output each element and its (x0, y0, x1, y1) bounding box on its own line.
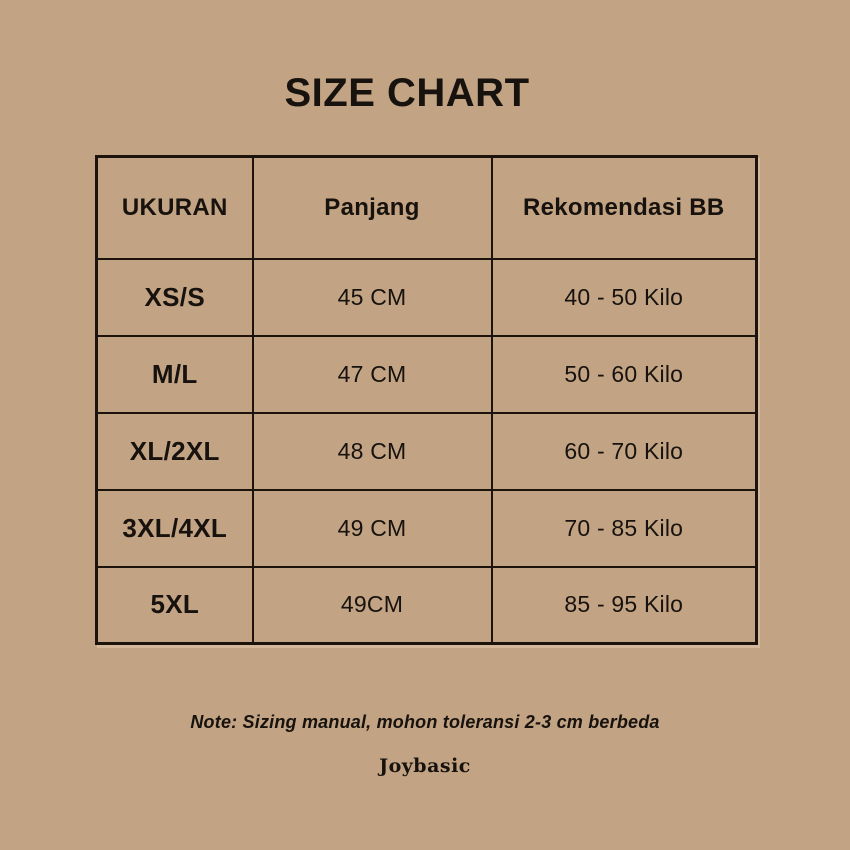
size-cell: 5XL (95, 565, 254, 645)
size-cell: 3XL/4XL (95, 488, 254, 568)
table-row-3xl-4xl: 3XL/4XL 49 CM 70 - 85 Kilo (95, 488, 758, 568)
weight-cell: 70 - 85 Kilo (490, 488, 758, 568)
page-title: SIZE CHART (284, 71, 530, 115)
table-row-5xl: 5XL 49CM 85 - 95 Kilo (95, 565, 758, 645)
length-cell: 47 CM (251, 334, 493, 414)
weight-cell: 60 - 70 Kilo (490, 411, 758, 491)
weight-cell: 85 - 95 Kilo (490, 565, 758, 645)
column-header-panjang: Panjang (251, 155, 493, 260)
table-row-m-l: M/L 47 CM 50 - 60 Kilo (95, 334, 758, 414)
length-cell: 49CM (251, 565, 493, 645)
length-cell: 45 CM (251, 257, 493, 337)
size-chart-table: UKURAN Panjang Rekomendasi BB XS/S 45 CM… (95, 155, 758, 645)
size-cell: XS/S (95, 257, 254, 337)
weight-cell: 40 - 50 Kilo (490, 257, 758, 337)
header-row: UKURAN Panjang Rekomendasi BB (95, 155, 758, 260)
brand-logo: Joybasic (379, 755, 471, 777)
column-header-rekomendasi-bb: Rekomendasi BB (490, 155, 758, 260)
weight-cell: 50 - 60 Kilo (490, 334, 758, 414)
size-cell: M/L (95, 334, 254, 414)
sizing-note: Note: Sizing manual, mohon toleransi 2-3… (190, 712, 660, 732)
size-cell: XL/2XL (95, 411, 254, 491)
length-cell: 48 CM (251, 411, 493, 491)
table-row-xs-s: XS/S 45 CM 40 - 50 Kilo (95, 257, 758, 337)
length-cell: 49 CM (251, 488, 493, 568)
table-row-xl-2xl: XL/2XL 48 CM 60 - 70 Kilo (95, 411, 758, 491)
column-header-ukuran: UKURAN (95, 155, 254, 260)
